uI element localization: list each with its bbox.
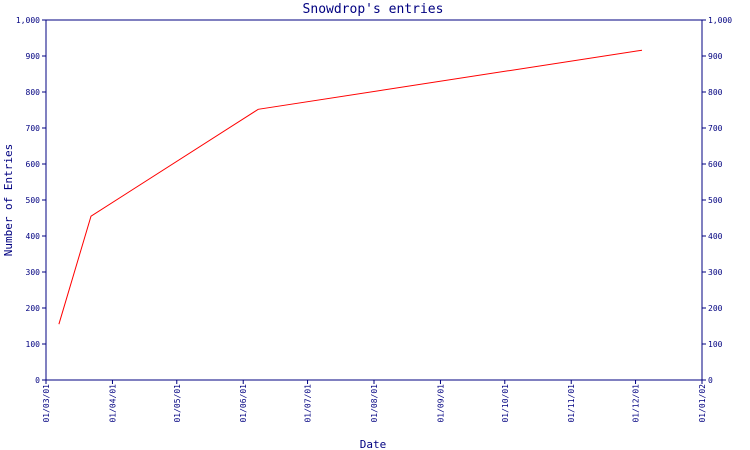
x-tick-label: 01/06/01 [239, 384, 248, 423]
y-tick-label-left: 800 [26, 88, 41, 97]
x-tick-label: 01/03/01 [42, 384, 51, 423]
x-tick-label: 01/07/01 [304, 384, 313, 423]
y-tick-label-left: 0 [35, 376, 40, 385]
y-tick-label-left: 300 [26, 268, 41, 277]
x-tick-label: 01/11/01 [567, 384, 576, 423]
series-line [58, 49, 643, 325]
y-tick-label-right: 600 [708, 160, 723, 169]
y-tick-label-right: 200 [708, 304, 723, 313]
series-group [58, 49, 643, 325]
y-tick-label-right: 0 [708, 376, 713, 385]
x-tick-label: 01/04/01 [108, 384, 117, 423]
y-tick-label-left: 500 [26, 196, 41, 205]
plot-area [45, 19, 703, 381]
y-tick-label-left: 600 [26, 160, 41, 169]
y-tick-label-left: 400 [26, 232, 41, 241]
y-tick-label-right: 700 [708, 124, 723, 133]
y-tick-label-right: 1,000 [708, 16, 732, 25]
y-tick-label-right: 500 [708, 196, 723, 205]
x-tick-label: 01/09/01 [436, 384, 445, 423]
y-tick-label-left: 900 [26, 52, 41, 61]
y-axis-label: Number of Entries [2, 144, 15, 257]
x-tick-label: 01/12/01 [632, 384, 641, 423]
chart-title: Snowdrop's entries [303, 2, 444, 17]
y-axis-left: 0 100 200 300 400 500 600 700 800 900 1,000 [16, 16, 46, 385]
x-tick-label: 01/08/01 [370, 384, 379, 423]
y-tick-label-left: 700 [26, 124, 41, 133]
x-axis-label: Date [360, 438, 387, 450]
y-tick-label-right: 400 [708, 232, 723, 241]
x-tick-label: 01/05/01 [173, 384, 182, 423]
x-axis: 01/03/01 01/04/01 01/05/01 01/06/01 01/07/01… [42, 380, 707, 423]
y-tick-label-left: 1,000 [16, 16, 40, 25]
y-tick-label-right: 300 [708, 268, 723, 277]
y-tick-label-right: 100 [708, 340, 723, 349]
y-tick-label-left: 100 [26, 340, 41, 349]
x-tick-label: 01/10/01 [501, 384, 510, 423]
y-tick-label-left: 200 [26, 304, 41, 313]
y-tick-label-right: 900 [708, 52, 723, 61]
y-axis-right: 0 100 200 300 400 500 600 700 800 900 1,000 [702, 16, 732, 385]
x-tick-label: 01/01/02 [698, 384, 707, 423]
y-tick-label-right: 800 [708, 88, 723, 97]
